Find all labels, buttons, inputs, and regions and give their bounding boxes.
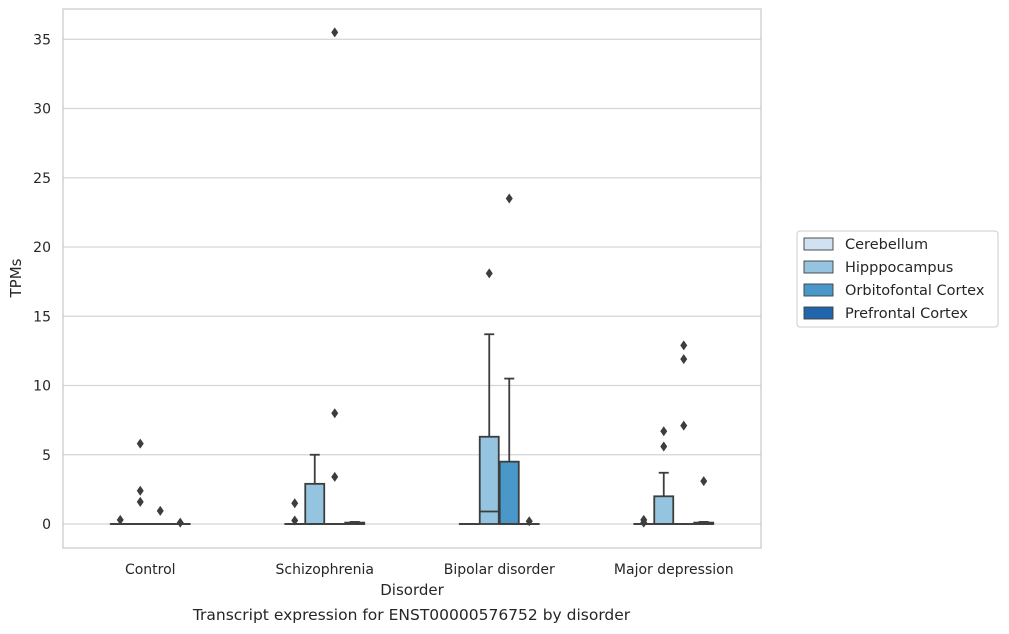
- box-1-1: [304, 453, 326, 525]
- outlier-point-0: [700, 476, 708, 487]
- outlier-point-0: [660, 441, 668, 452]
- legend-item-0: Cerebellum: [803, 237, 928, 253]
- box-body: [498, 460, 520, 525]
- legend-item-1: Hipppocampus: [803, 260, 953, 276]
- legend-label: Hipppocampus: [845, 260, 953, 276]
- x-tick-label-1: Schizophrenia: [276, 562, 374, 578]
- plot-frame: [62, 8, 762, 549]
- legend-label: Prefrontal Cortex: [845, 306, 968, 322]
- box-0-1: [129, 438, 151, 525]
- box-3-1: [653, 426, 675, 525]
- y-tick-label-30: 30: [33, 102, 51, 118]
- outlier-point-1: [660, 426, 668, 437]
- box-2-2: [498, 193, 520, 525]
- outlier-point-2: [331, 27, 339, 38]
- box-2-3: [518, 516, 540, 527]
- legend-item-2: Orbitofontal Cortex: [803, 283, 985, 299]
- outlier-point-0: [136, 496, 144, 507]
- legend-label: Orbitofontal Cortex: [845, 283, 985, 299]
- box-3-0: [633, 514, 655, 528]
- legend: Cerebellum Hipppocampus Orbitofontal Corte…: [796, 230, 999, 328]
- legend-swatch: [803, 283, 834, 297]
- chart-caption: Transcript expression for ENST0000057675…: [192, 606, 631, 624]
- outlier-point-2: [680, 340, 688, 351]
- box-body: [304, 482, 326, 525]
- outlier-point-0: [525, 516, 533, 527]
- grid-lines: [63, 38, 761, 525]
- legend-swatch: [803, 260, 834, 274]
- box-body: [653, 495, 675, 525]
- outlier-point-0: [176, 517, 184, 528]
- legend-swatch: [803, 306, 834, 320]
- legend-frame: [796, 230, 999, 328]
- y-axis-label: TPMs: [7, 258, 25, 298]
- legend-swatch: [803, 237, 834, 251]
- y-tick-label-20: 20: [33, 240, 51, 256]
- box-3-3: [693, 476, 715, 525]
- box-1-0: [284, 498, 306, 526]
- x-tick-label-2: Bipolar disorder: [444, 562, 555, 578]
- x-tick-label-3: Major depression: [614, 562, 734, 578]
- box-0-2: [149, 505, 171, 525]
- y-tick-label-35: 35: [33, 32, 51, 48]
- legend-item-3: Prefrontal Cortex: [803, 306, 968, 322]
- outlier-point-0: [485, 268, 493, 279]
- x-axis-label: Disorder: [380, 581, 444, 599]
- y-tick-label-0: 0: [42, 517, 51, 533]
- y-tick-label-15: 15: [33, 309, 51, 325]
- outlier-point-0: [331, 471, 339, 482]
- box-marks: [109, 27, 715, 528]
- outlier-point-2: [136, 438, 144, 449]
- y-tick-label-5: 5: [42, 448, 51, 464]
- outlier-point-0: [116, 514, 124, 525]
- box-0-0: [109, 514, 131, 525]
- outlier-point-0: [680, 420, 688, 431]
- y-tick-label-25: 25: [33, 171, 51, 187]
- outlier-point-1: [331, 408, 339, 419]
- y-tick-labels: 0 5 10 15 20 25 30 35: [33, 32, 51, 533]
- y-tick-label-10: 10: [33, 379, 51, 395]
- box-1-3: [344, 521, 366, 525]
- outlier-point-1: [136, 485, 144, 496]
- box-0-3: [169, 517, 191, 528]
- outlier-point-0: [156, 505, 164, 516]
- outlier-point-1: [640, 514, 648, 525]
- outlier-point-1: [680, 354, 688, 365]
- box-3-2: [673, 340, 695, 525]
- legend-label: Cerebellum: [845, 237, 928, 253]
- box-body: [478, 435, 500, 525]
- x-tick-label-0: Control: [125, 562, 176, 578]
- outlier-point-1: [291, 498, 299, 509]
- outlier-point-0: [291, 515, 299, 526]
- x-tick-labels: Control Schizophrenia Bipolar disorder Majo…: [125, 562, 734, 578]
- box-1-2: [324, 27, 346, 525]
- outlier-point-0: [505, 193, 513, 204]
- box-2-1: [478, 268, 500, 525]
